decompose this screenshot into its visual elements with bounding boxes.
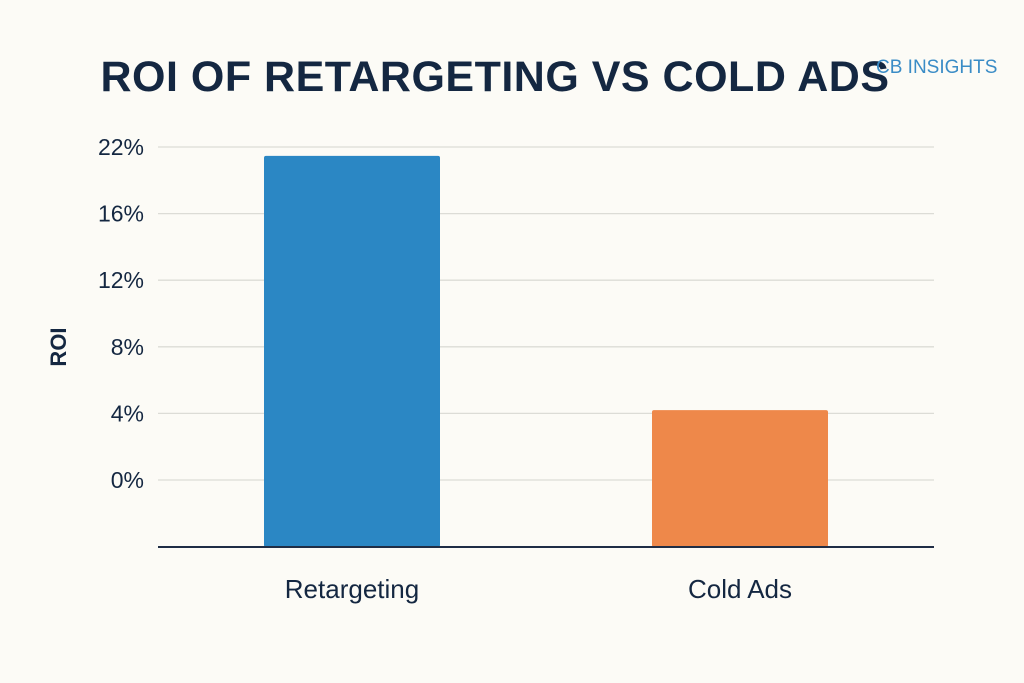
- bars: [264, 155, 828, 547]
- bar-cold-ads: [652, 410, 828, 547]
- y-tick-label: 12%: [98, 267, 144, 293]
- x-axis-categories: Retargeting Cold Ads: [285, 574, 792, 604]
- y-tick-label: 0%: [111, 467, 144, 493]
- y-axis-ticks: 0% 4% 8% 12% 16% 22%: [98, 134, 144, 493]
- y-axis-title: ROI: [46, 327, 71, 366]
- y-tick-label: 16%: [98, 201, 144, 227]
- chart-title: ROI OF RETARGETING VS COLD ADS: [100, 53, 889, 101]
- brand-label: CB INSIGHTS: [876, 57, 997, 78]
- y-tick-label: 8%: [111, 334, 144, 360]
- category-label: Retargeting: [285, 574, 419, 604]
- y-tick-label: 22%: [98, 134, 144, 160]
- y-tick-label: 4%: [111, 400, 144, 426]
- bar-retargeting: [264, 155, 440, 547]
- category-label: Cold Ads: [688, 574, 792, 604]
